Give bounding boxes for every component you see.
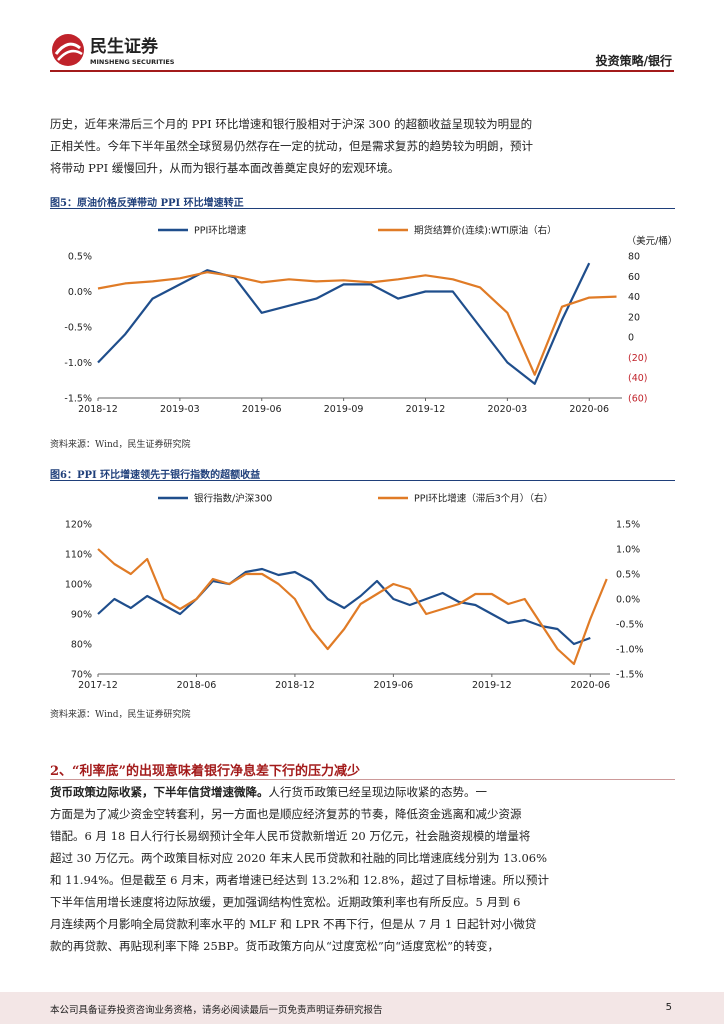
x-tick-label: 2018-12 xyxy=(78,404,118,415)
figure5-title: 图5：原油价格反弹带动 PPI 环比增速转正 xyxy=(50,198,244,209)
y-left-tick-label: 0.0% xyxy=(68,287,92,298)
report-category: 投资策略/银行 xyxy=(595,54,672,68)
figure5-chart: 0.5% 0.0% -0.5% -1.0% -1.5% 80 60 40 20 0 (20) (40)… xyxy=(64,225,675,416)
y-right-tick-label: 60 xyxy=(628,272,640,283)
series-line xyxy=(97,548,608,666)
intro-line: 将带动 PPI 缓慢回升，从而为银行基本面改善奠定良好的宏观环境。 xyxy=(50,161,400,175)
section-line: 错配。6 月 18 日人行行长易纲预计全年人民币贷款新增近 20 万亿元，社会融… xyxy=(50,829,531,843)
legend-label: PPI环比增速（滞后3个月）（右） xyxy=(414,493,553,505)
y-left-tick-label: 0.5% xyxy=(68,252,92,263)
x-tick-label: 2019-06 xyxy=(242,404,282,415)
figure5-source: 资料来源：Wind，民生证券研究院 xyxy=(50,440,191,450)
y-left-tick-label: -1.5% xyxy=(64,394,92,405)
y-right-tick-label: 0.0% xyxy=(616,595,640,606)
section-line: 月连续两个月影响全局贷款利率水平的 MLF 和 LPR 不再下行，但是从 7 月… xyxy=(50,917,537,931)
y-right-tick-label: 1.0% xyxy=(616,545,640,556)
section-line: 下半年信用增长速度将边际放缓，更加强调结构性宽松。近期政策利率也有所反应。5 月… xyxy=(50,895,521,909)
x-tick-label: 2019-12 xyxy=(406,404,446,415)
x-tick-label: 2018-06 xyxy=(177,680,217,691)
y-right-tick-label: 40 xyxy=(628,292,640,303)
figure6-divider xyxy=(50,480,675,481)
section-first-line: 货币政策边际收紧，下半年信贷增速微降。人行货币政策已经呈现边际收紧的态势。一 xyxy=(50,781,675,803)
x-tick-label: 2018-12 xyxy=(275,680,315,691)
x-tick-label: 2020-06 xyxy=(570,680,610,691)
y-right-tick-label: (60) xyxy=(628,394,648,405)
section-heading: 2、“利率底”的出现意味着银行净息差下行的压力减少 xyxy=(50,764,361,779)
section-line: 人行货币政策已经呈现边际收紧的态势。一 xyxy=(268,785,488,799)
y-left-tick-label: 90% xyxy=(71,610,92,621)
y-right-tick-label: 1.5% xyxy=(616,520,640,531)
y-left-tick-label: 110% xyxy=(65,550,92,561)
y-right-tick-label: 0.5% xyxy=(616,570,640,581)
figure6-source: 资料来源：Wind，民生证券研究院 xyxy=(50,710,191,720)
y-right-tick-label: (20) xyxy=(628,353,648,364)
page-number: 5 xyxy=(665,1002,672,1013)
x-tick-label: 2020-06 xyxy=(569,404,609,415)
series-line xyxy=(97,271,617,376)
y-right-tick-label: 20 xyxy=(628,312,640,323)
y-right-tick-label: -1.5% xyxy=(616,670,644,681)
legend-label: PPI环比增速 xyxy=(194,225,247,237)
y-left-tick-label: 80% xyxy=(71,640,92,651)
logo-name-cn: 民生证券 xyxy=(90,36,159,57)
y-left-tick-label: -1.0% xyxy=(64,358,92,369)
intro-line: 历史，近年来滞后三个月的 PPI 环比增速和银行股相对于沪深 300 的超额收益… xyxy=(50,117,533,131)
legend-label: 期货结算价(连续):WTI原油（右） xyxy=(414,225,557,237)
section-lead: 货币政策边际收紧，下半年信贷增速微降。 xyxy=(50,785,269,799)
section-paragraph: 货币政策边际收紧，下半年信贷增速微降。人行货币政策已经呈现边际收紧的态势。一 方… xyxy=(50,781,675,957)
footer-disclaimer: 本公司具备证券投资咨询业务资格，请务必阅读最后一页免责声明证券研究报告 xyxy=(50,1005,383,1016)
y-left-tick-label: -0.5% xyxy=(64,323,92,334)
legend-label: 银行指数/沪深300 xyxy=(194,493,272,505)
footer-bar xyxy=(0,992,724,1024)
x-tick-label: 2020-03 xyxy=(488,404,528,415)
y-left-tick-label: 70% xyxy=(71,670,92,681)
y-right-unit-label: （美元/桶） xyxy=(627,235,675,247)
figure6-chart: 120% 110% 100% 90% 80% 70% 1.5% 1.0% 0.5% 0.0% -0.… xyxy=(65,493,644,692)
header-divider xyxy=(50,70,674,72)
section-line: 和 11.94%。但是截至 6 月末，两者增速已经达到 13.2%和 12.8%… xyxy=(50,873,550,887)
logo-name-en: MINSHENG SECURITIES xyxy=(90,58,175,66)
section-line: 方面是为了减少资金空转套利，另一方面也是顺应经济复苏的节奏，降低资金逃离和减少资… xyxy=(50,807,522,821)
section-line: 款的再贷款、再贴现利率下降 25BP。货币政策方向从“过度宽松”向“适度宽松”的… xyxy=(50,939,499,953)
company-logo: 民生证券 MINSHENG SECURITIES xyxy=(50,30,185,70)
y-right-tick-label: (40) xyxy=(628,373,648,384)
logo-emblem-icon xyxy=(52,34,84,66)
figure6-title: 图6：PPI 环比增速领先于银行指数的超额收益 xyxy=(50,470,261,481)
y-right-tick-label: 0 xyxy=(628,333,634,344)
y-right-tick-label: -1.0% xyxy=(616,645,644,656)
section-line: 超过 30 万亿元。两个政策目标对应 2020 年末人民币贷款和社融的同比增速底… xyxy=(50,851,548,865)
x-tick-label: 2019-06 xyxy=(374,680,414,691)
x-tick-label: 2019-12 xyxy=(472,680,512,691)
y-right-tick-label: 80 xyxy=(628,252,640,263)
series-line xyxy=(97,567,591,646)
y-left-tick-label: 120% xyxy=(65,520,92,531)
section-divider xyxy=(50,779,675,780)
intro-line: 正相关性。今年下半年虽然全球贸易仍然存在一定的扰动，但是需求复苏的趋势较为明朗，… xyxy=(50,139,533,153)
x-tick-label: 2017-12 xyxy=(78,680,118,691)
y-left-tick-label: 100% xyxy=(65,580,92,591)
x-tick-label: 2019-03 xyxy=(160,404,200,415)
y-right-tick-label: -0.5% xyxy=(616,620,644,631)
x-tick-label: 2019-09 xyxy=(324,404,364,415)
figure5-divider xyxy=(50,208,675,209)
intro-paragraph: 历史，近年来滞后三个月的 PPI 环比增速和银行股相对于沪深 300 的超额收益… xyxy=(50,113,675,179)
